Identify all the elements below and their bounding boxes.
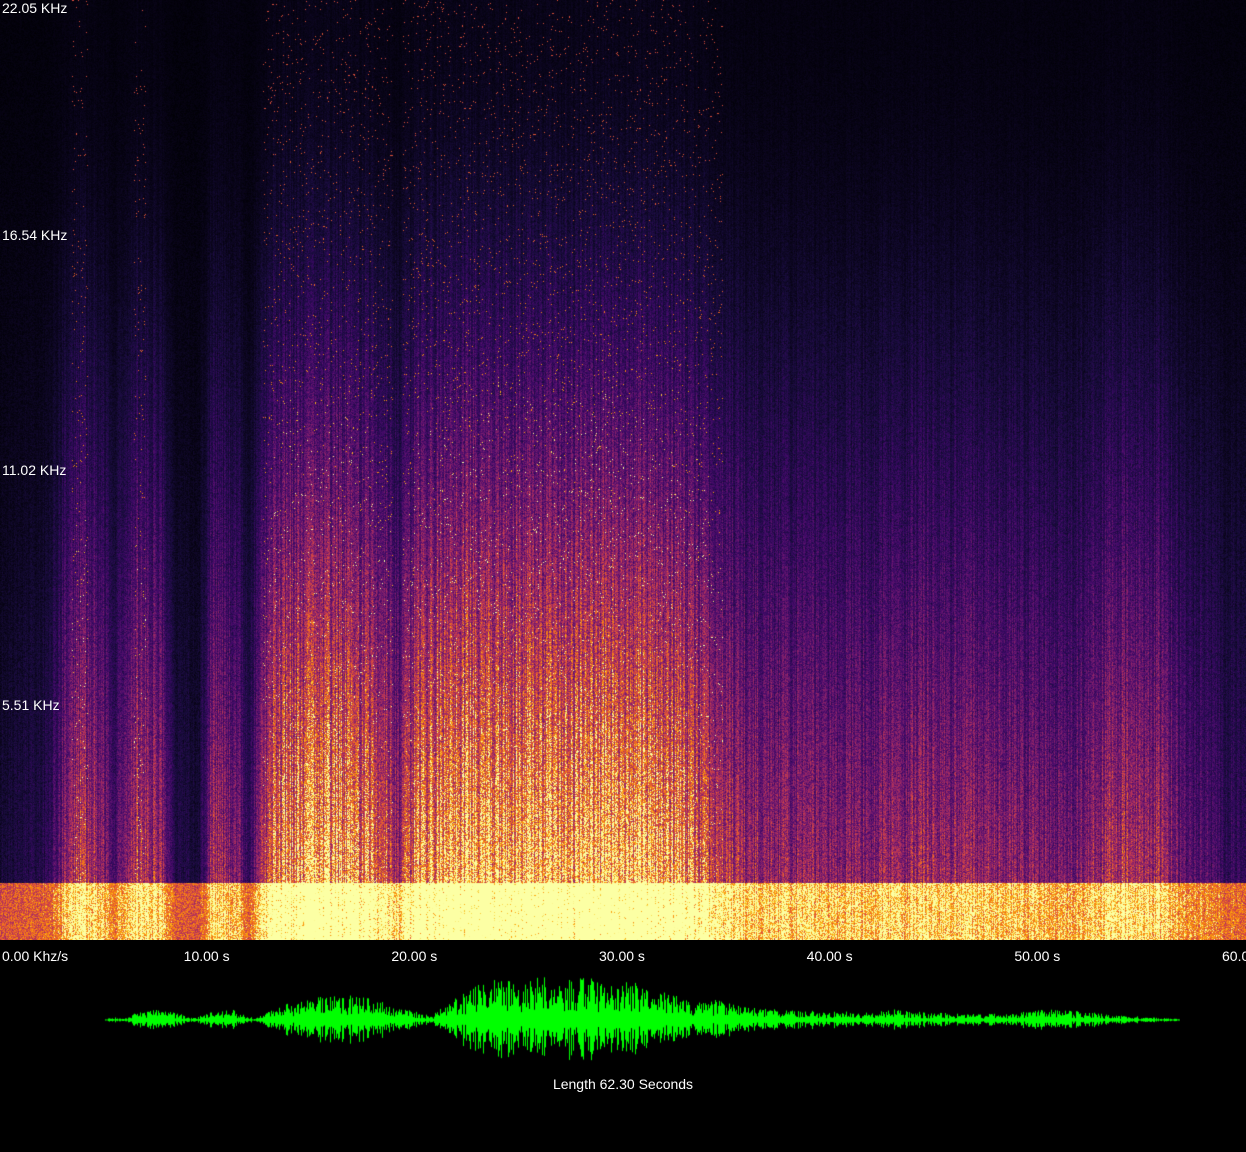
time-axis-label-60s: 60.00 s [1222, 948, 1246, 964]
time-axis-label-40s: 40.00 s [807, 948, 853, 964]
time-axis-label-30s: 30.00 s [599, 948, 645, 964]
time-axis-label-50s: 50.00 s [1014, 948, 1060, 964]
spectrogram-heatmap [0, 0, 1246, 940]
audio-visualization-container: 22.05 KHz 16.54 KHz 11.02 KHz 5.51 KHz 0… [0, 0, 1246, 1152]
waveform-plot [80, 970, 1180, 1070]
time-axis-label-20s: 20.00 s [391, 948, 437, 964]
waveform-length-caption: Length 62.30 Seconds [0, 1076, 1246, 1092]
time-axis-label-10s: 10.00 s [184, 948, 230, 964]
axis-origin-label: 0.00 Khz/s [2, 948, 68, 964]
